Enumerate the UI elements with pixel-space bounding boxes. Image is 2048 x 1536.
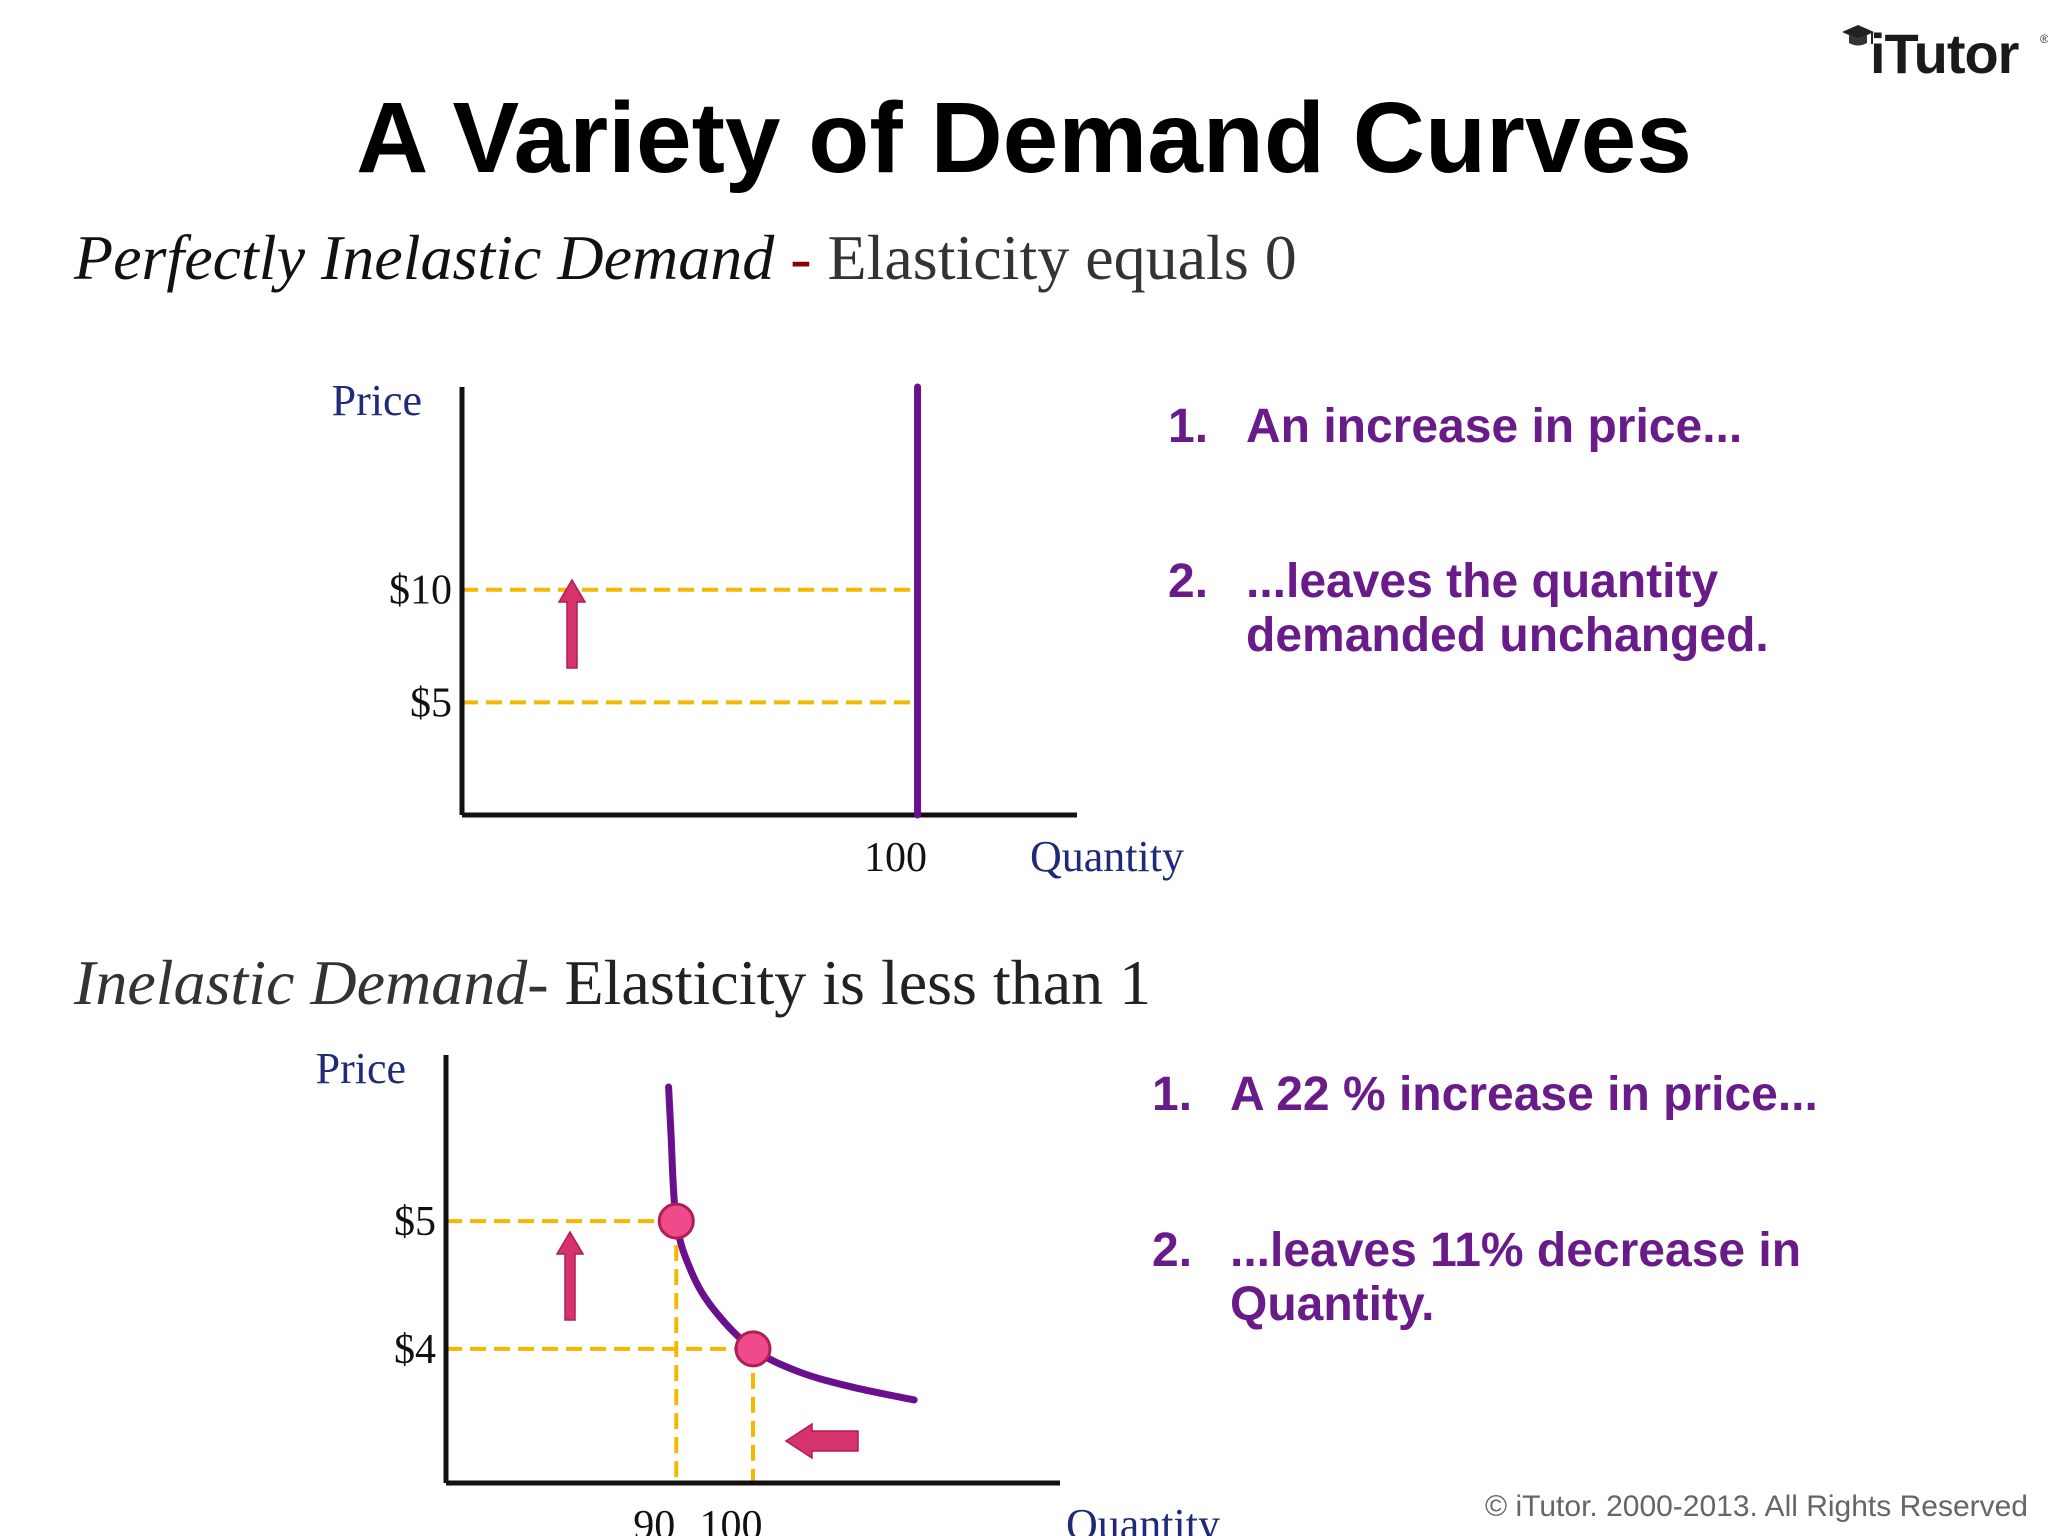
note-text: demanded unchanged. [1246, 609, 1769, 662]
y-tick-label: $5 [410, 680, 452, 726]
section2-note-2: 2. ...leaves 11% decrease in Quantity. [1152, 1224, 1801, 1332]
note-number: 1. [1152, 1068, 1193, 1121]
x-tick-label: 90 [633, 1503, 675, 1536]
note-number: 2. [1152, 1224, 1193, 1277]
section2-heading-dash: - [527, 947, 565, 1018]
y-tick-label: $5 [394, 1199, 436, 1245]
y-tick-label: $10 [389, 568, 452, 614]
demand-curve [665, 1083, 918, 1404]
y-axis-label: Price [316, 1044, 406, 1093]
note-text: ...leaves 11% decrease in [1230, 1224, 1802, 1277]
section1-note-1: 1. An increase in price... [1168, 400, 1742, 454]
x-tick-label: 100 [700, 1503, 763, 1536]
x-tick-label: 100 [864, 835, 927, 881]
section2-heading: Inelastic Demand- Elasticity is less tha… [74, 945, 1151, 1021]
section2-note-1: 1. A 22 % increase in price... [1152, 1068, 1818, 1122]
y-axis-label: Price [332, 376, 422, 425]
data-point [734, 1330, 772, 1368]
data-point [657, 1202, 695, 1240]
section1-heading-italic: Perfectly Inelastic Demand [74, 222, 775, 293]
logo-wordmark: iTutor [1870, 22, 2019, 85]
graduation-cap-icon [1842, 25, 1874, 46]
itutor-logo: iTutor ® [1840, 18, 2048, 88]
left-arrow-icon [784, 1422, 859, 1460]
section2-heading-rest: Elasticity is less than 1 [564, 947, 1152, 1018]
up-arrow-icon [555, 1230, 585, 1321]
note-text: An increase in price... [1246, 400, 1743, 453]
logo-registered-mark: ® [2040, 32, 2048, 46]
note-number: 1. [1168, 400, 1209, 453]
x-axis-label: Quantity [1066, 1500, 1220, 1536]
page-title: A Variety of Demand Curves [356, 82, 1692, 194]
copyright-footer: © iTutor. 2000-2013. All Rights Reserved [1485, 1490, 2028, 1523]
section1-heading-rest: Elasticity equals 0 [827, 222, 1297, 293]
section1-note-2: 2. ...leaves the quantity demanded unchan… [1168, 555, 1769, 663]
section1-heading-dash: - [774, 222, 828, 293]
section2-heading-italic: Inelastic Demand [74, 947, 528, 1018]
y-tick-label: $4 [394, 1327, 436, 1373]
note-number: 2. [1168, 555, 1209, 608]
x-axis-label: Quantity [1030, 832, 1184, 881]
up-arrow-icon [557, 578, 587, 669]
note-text: A 22 % increase in price... [1230, 1068, 1818, 1121]
note-text: ...leaves the quantity [1246, 555, 1719, 608]
section1-heading: Perfectly Inelastic Demand - Elasticity … [74, 220, 1297, 296]
note-text: Quantity. [1230, 1278, 1435, 1331]
